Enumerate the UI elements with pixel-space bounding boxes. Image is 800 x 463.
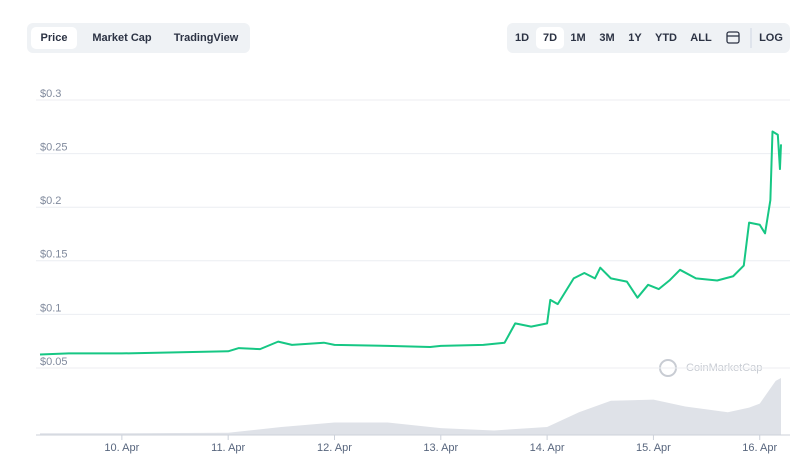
price-line [39,130,782,356]
range-button[interactable]: 7D [543,32,557,44]
y-tick-label: $0.25 [40,142,68,154]
x-tick-label: 14. Apr [530,442,565,454]
range-button[interactable]: 1D [515,32,529,44]
x-tick-label: 13. Apr [423,442,458,454]
x-tick-label: 10. Apr [104,442,139,454]
tab-bar [27,23,250,53]
range-button[interactable]: 3M [599,32,614,44]
active-tab [31,27,77,49]
range-button[interactable]: YTD [655,32,677,44]
log-button[interactable]: LOG [759,32,783,44]
y-tick-label: $0.1 [40,302,61,314]
calendar-icon[interactable] [726,31,740,44]
range-button[interactable]: 1M [570,32,585,44]
x-tick-label: 12. Apr [317,442,352,454]
x-tick-label: 15. Apr [636,442,671,454]
y-tick-label: $0.3 [40,88,61,100]
tab-button[interactable]: Market Cap [92,32,152,44]
x-tick-label: 16. Apr [742,442,777,454]
tab-button[interactable]: Price [41,32,68,44]
range-button[interactable]: ALL [690,32,712,44]
y-tick-label: $0.05 [40,356,68,368]
volume-area [40,378,781,435]
y-tick-label: $0.15 [40,249,68,261]
range-button[interactable]: 1Y [628,32,642,44]
y-tick-label: $0.2 [40,195,61,207]
x-tick-label: 11. Apr [211,442,245,454]
range-bar [507,23,790,53]
tab-button[interactable]: TradingView [174,32,239,44]
active-range [536,27,564,49]
